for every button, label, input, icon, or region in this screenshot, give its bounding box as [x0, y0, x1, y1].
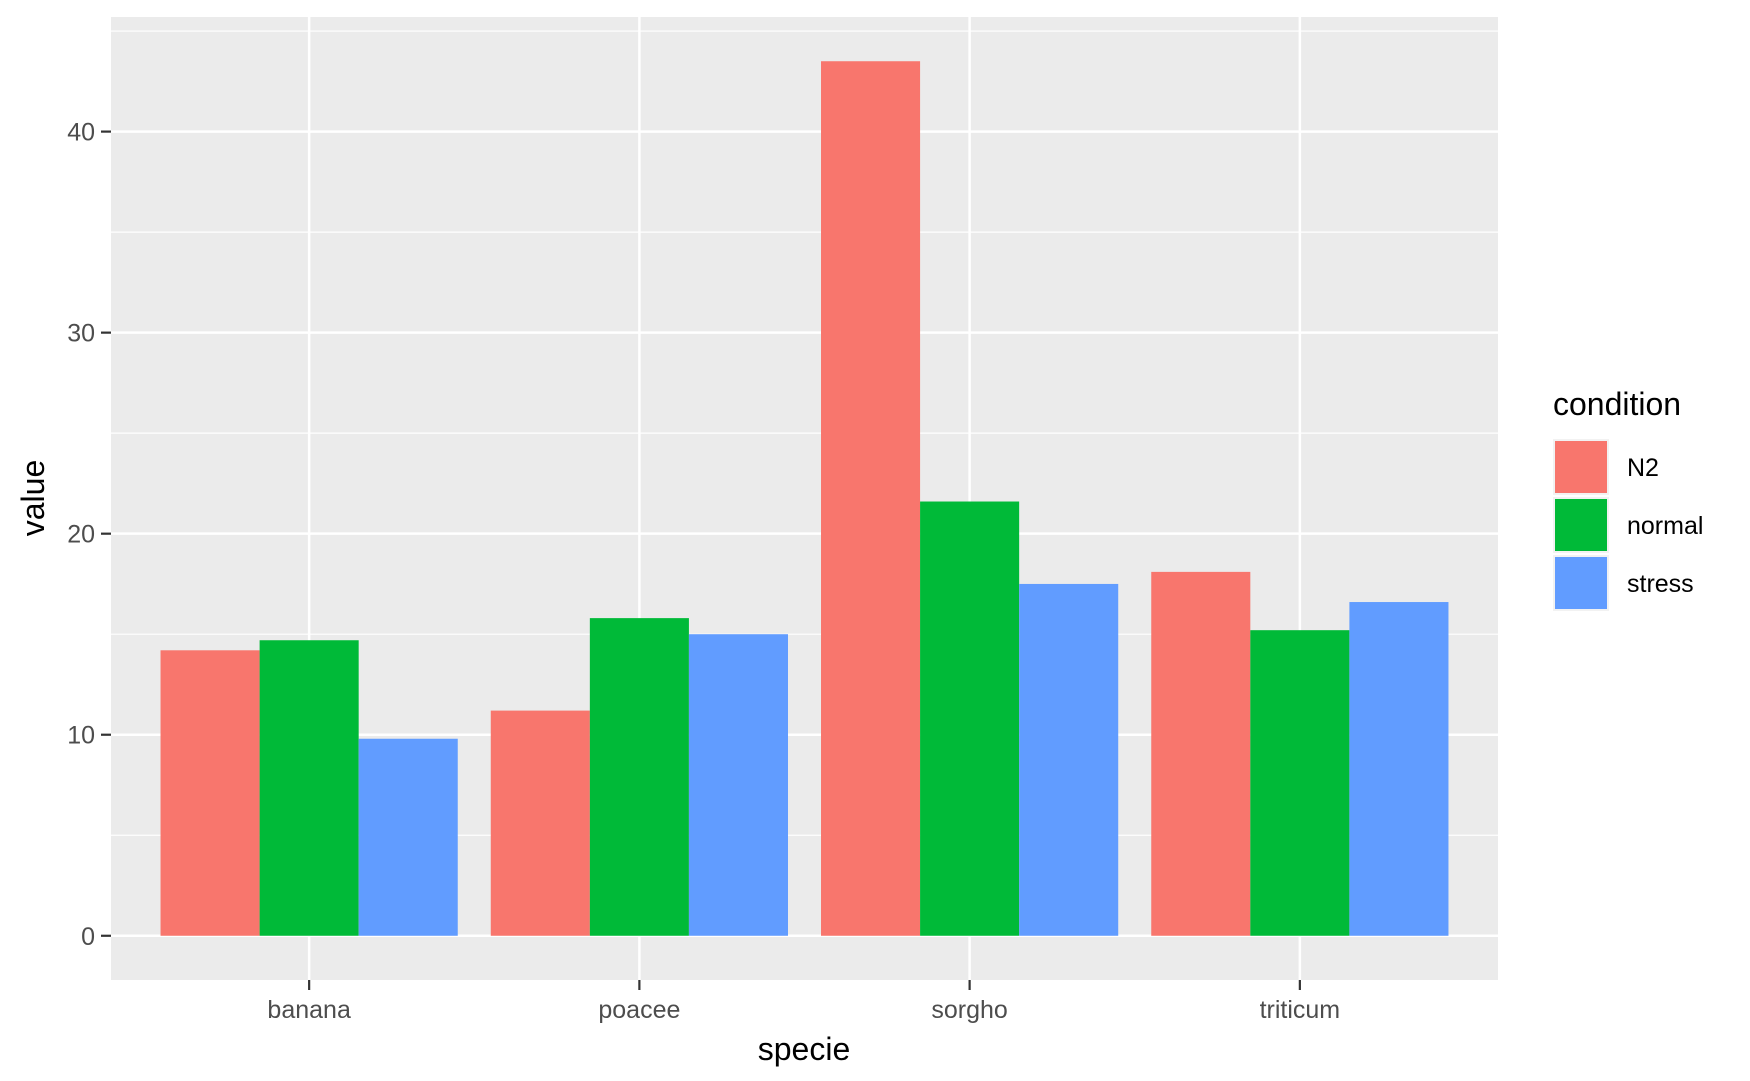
legend-label: stress: [1627, 570, 1694, 598]
bar-triticum-stress: [1349, 602, 1449, 936]
x-tick-label: poacee: [598, 996, 680, 1024]
x-tick-label: triticum: [1260, 996, 1341, 1024]
y-tick-label: 40: [67, 119, 95, 147]
legend-label: normal: [1627, 512, 1703, 540]
legend-key-N2: [1555, 441, 1607, 493]
x-tick-label: sorgho: [931, 996, 1007, 1024]
y-tick-label: 10: [67, 722, 95, 750]
x-tick-label: banana: [267, 996, 351, 1024]
bar-poacee-N2: [490, 710, 590, 936]
bar-triticum-normal: [1250, 630, 1350, 936]
bar-sorgho-N2: [821, 61, 921, 936]
x-axis: banana poacee sorgho triticum: [267, 980, 1340, 1024]
bar-sorgho-normal: [920, 501, 1020, 936]
bar-triticum-N2: [1151, 571, 1251, 936]
legend-key-normal: [1555, 499, 1607, 551]
bar-poacee-stress: [688, 634, 788, 936]
x-axis-title: specie: [758, 1031, 851, 1067]
bar-sorgho-stress: [1019, 583, 1119, 936]
bar-poacee-normal: [589, 618, 689, 936]
y-tick-label: 30: [67, 320, 95, 348]
y-tick-label: 0: [81, 923, 95, 951]
legend: condition N2 normal stress: [1553, 386, 1703, 611]
y-axis: 0 10 20 30 40: [67, 119, 111, 951]
legend-label: N2: [1627, 454, 1659, 482]
y-tick-label: 20: [67, 521, 95, 549]
legend-title: condition: [1553, 386, 1681, 422]
bars: [160, 61, 1449, 936]
bar-banana-stress: [358, 738, 458, 936]
bar-banana-normal: [259, 640, 359, 936]
bar-banana-N2: [160, 650, 260, 936]
y-axis-title: value: [15, 460, 51, 537]
legend-key-stress: [1555, 557, 1607, 609]
